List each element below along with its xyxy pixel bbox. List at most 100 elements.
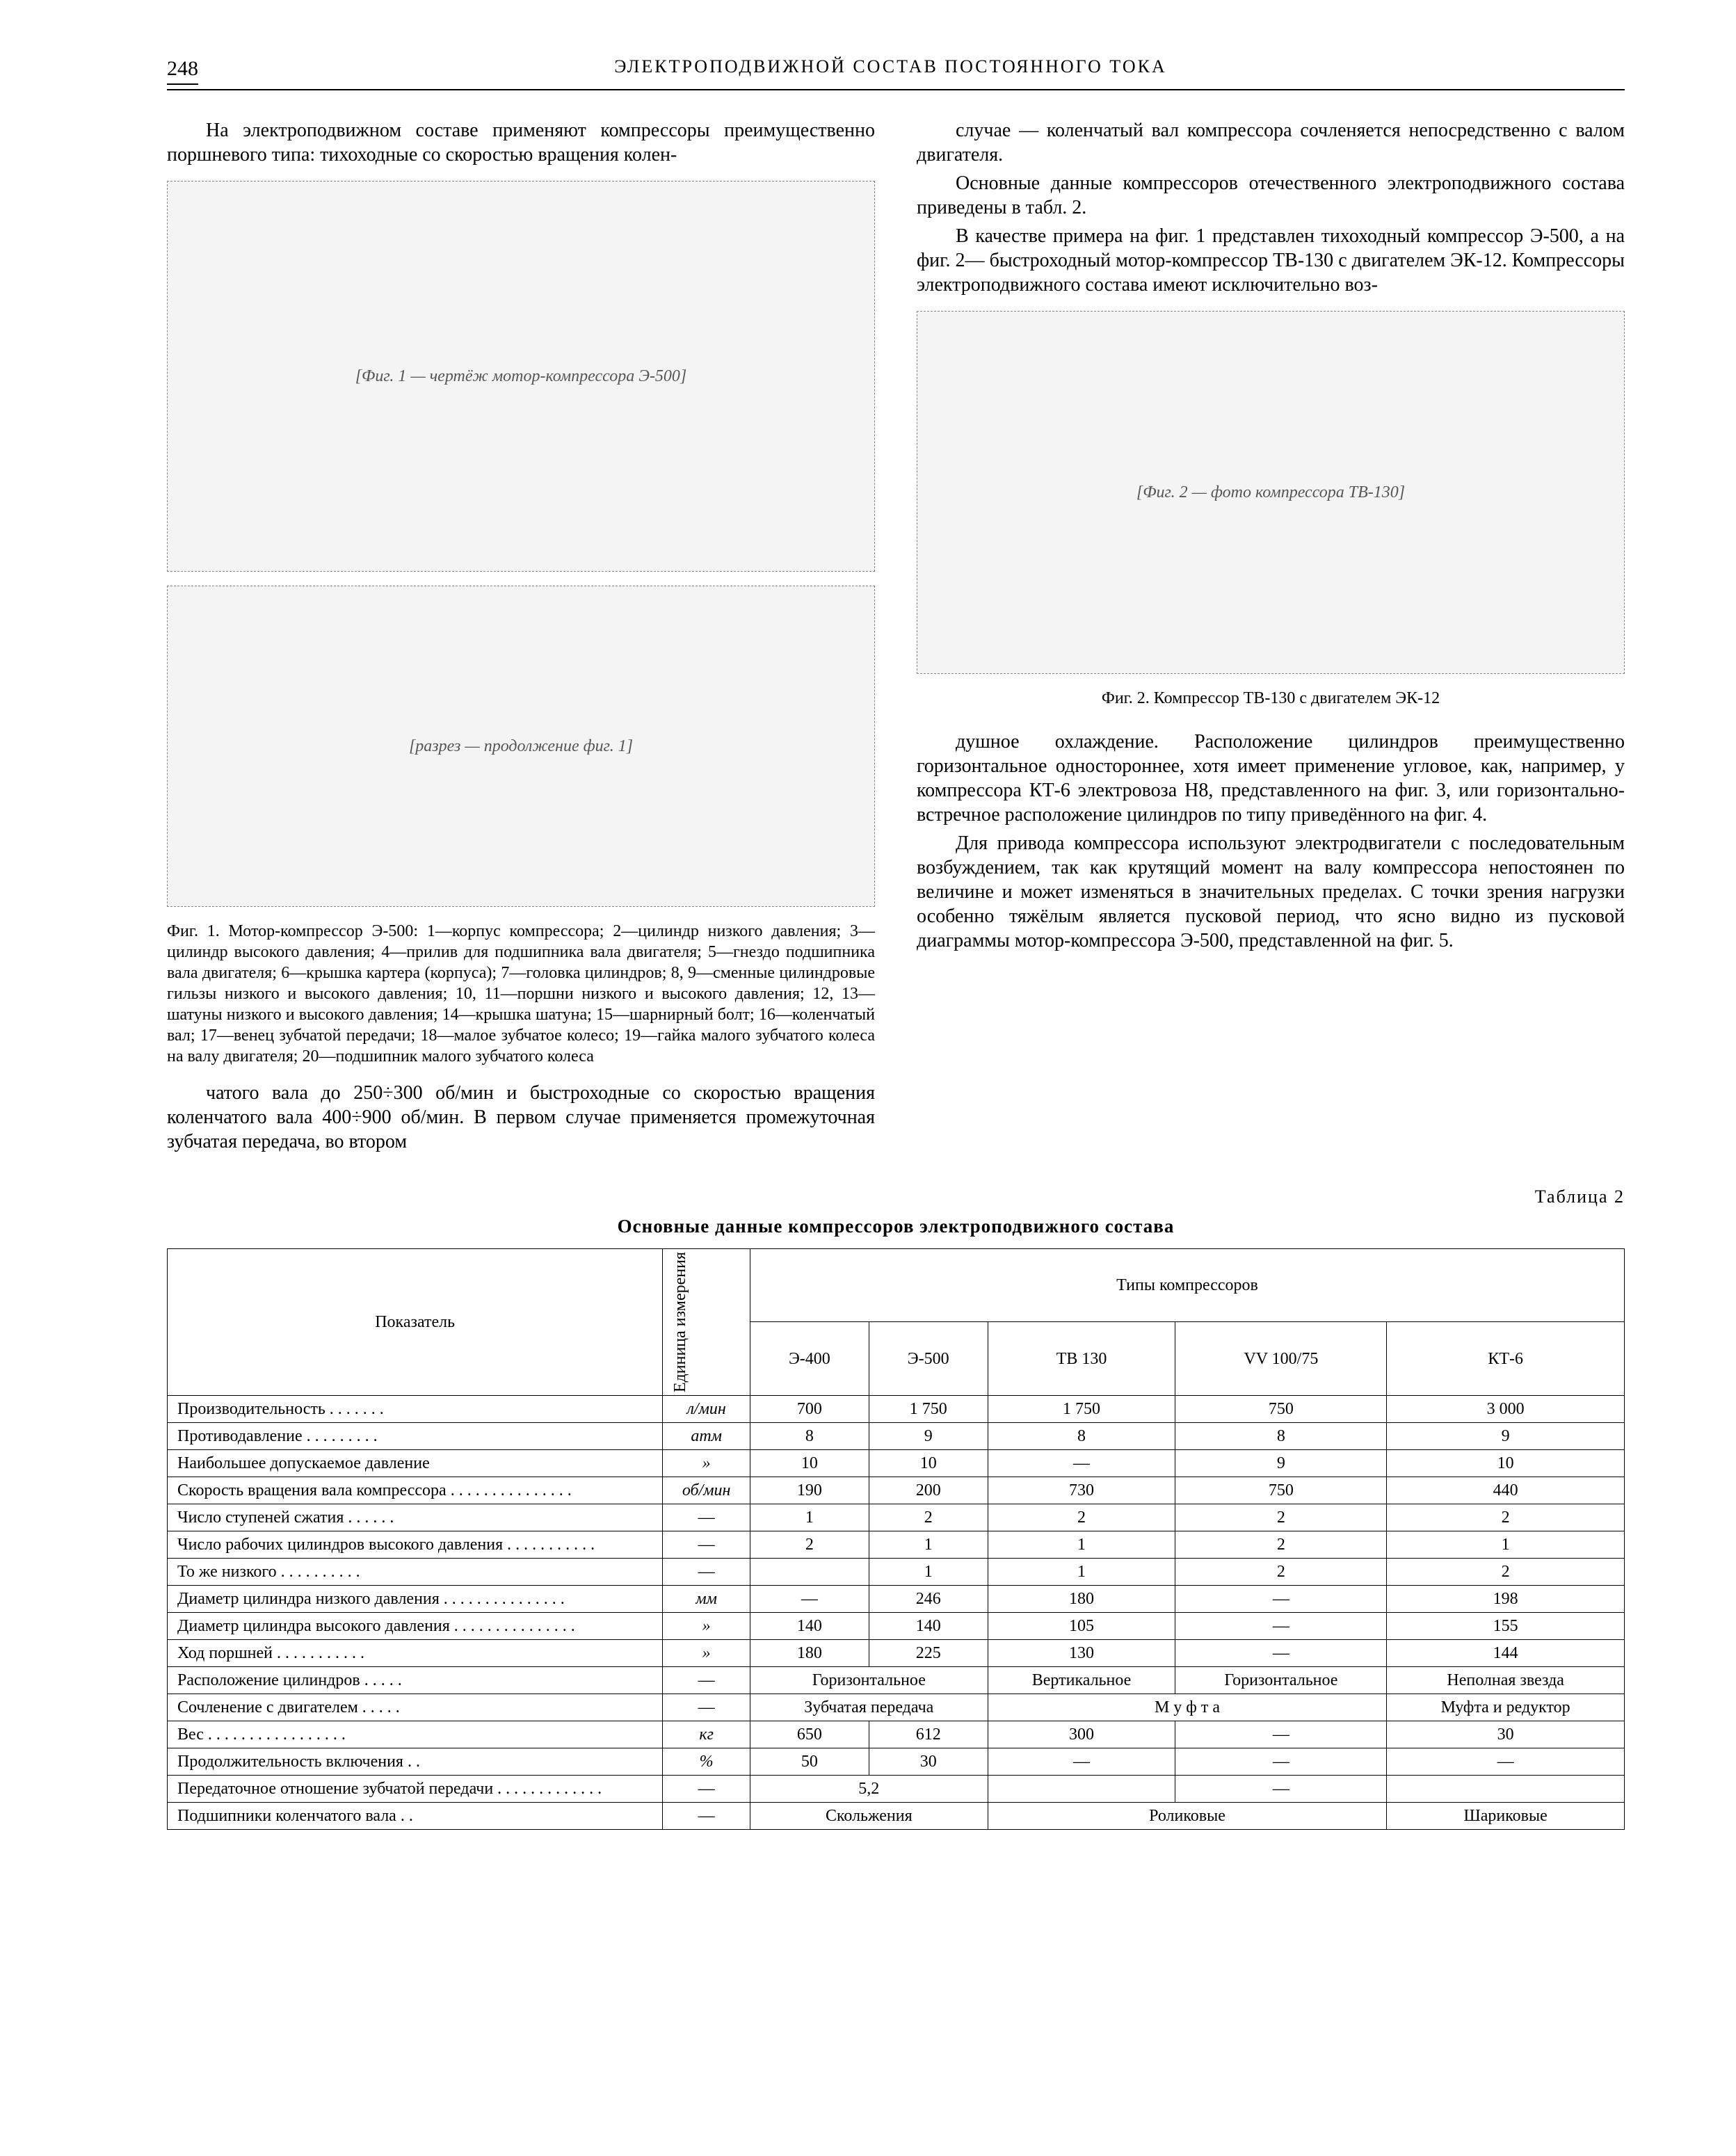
- table-row: То же низкого . . . . . . . . . .—1122: [168, 1558, 1625, 1585]
- row-val: —: [1175, 1721, 1387, 1748]
- row-val: 1: [1387, 1531, 1625, 1558]
- row-label: Вес . . . . . . . . . . . . . . . . .: [168, 1721, 663, 1748]
- th-col-2: ТВ 130: [988, 1322, 1175, 1396]
- row-val: —: [988, 1449, 1175, 1477]
- row-val: Скольжения: [750, 1802, 988, 1829]
- right-para-3: В качестве примера на фиг. 1 представлен…: [917, 224, 1625, 297]
- th-col-0: Э-400: [750, 1322, 869, 1396]
- figure-2: [Фиг. 2 — фото компрессора ТВ-130]: [917, 311, 1625, 674]
- row-label: Противодавление . . . . . . . . .: [168, 1422, 663, 1449]
- table-row: Расположение цилиндров . . . . .—Горизон…: [168, 1666, 1625, 1694]
- table-row: Диаметр цилиндра высокого давления . . .…: [168, 1612, 1625, 1639]
- row-val: [988, 1775, 1175, 1802]
- row-val: 10: [1387, 1449, 1625, 1477]
- th-indicator: Показатель: [168, 1248, 663, 1395]
- body-columns: На электроподвижном составе применяют ко…: [167, 118, 1625, 1158]
- table-row: Наибольшее допускаемое давление»1010—910: [168, 1449, 1625, 1477]
- figure-1-upper: [Фиг. 1 — чертёж мотор-компрессора Э-500…: [167, 181, 875, 572]
- row-unit: мм: [663, 1585, 750, 1612]
- table-row: Диаметр цилиндра низкого давления . . . …: [168, 1585, 1625, 1612]
- row-val: 750: [1175, 1477, 1387, 1504]
- row-val: 140: [750, 1612, 869, 1639]
- row-label: Подшипники коленчатого вала . .: [168, 1802, 663, 1829]
- row-unit: кг: [663, 1721, 750, 1748]
- row-unit: —: [663, 1504, 750, 1531]
- left-para-1: На электроподвижном составе применяют ко…: [167, 118, 875, 167]
- row-val: 8: [750, 1422, 869, 1449]
- row-label: Передаточное отношение зубчатой передачи…: [168, 1775, 663, 1802]
- row-val: 198: [1387, 1585, 1625, 1612]
- table-row: Ход поршней . . . . . . . . . . .»180225…: [168, 1639, 1625, 1666]
- table-row: Продолжительность включения . .%5030———: [168, 1748, 1625, 1775]
- row-val: —: [988, 1748, 1175, 1775]
- row-val: 1: [988, 1558, 1175, 1585]
- row-val: —: [1175, 1612, 1387, 1639]
- row-val: —: [1175, 1585, 1387, 1612]
- left-column: На электроподвижном составе применяют ко…: [167, 118, 875, 1158]
- row-val: 10: [869, 1449, 988, 1477]
- row-val: 2: [750, 1531, 869, 1558]
- th-col-4: КТ-6: [1387, 1322, 1625, 1396]
- row-val: [1387, 1775, 1625, 1802]
- row-unit: —: [663, 1531, 750, 1558]
- right-para-1: случае — коленчатый вал компрессора сочл…: [917, 118, 1625, 167]
- row-val: —: [1387, 1748, 1625, 1775]
- th-col-1: Э-500: [869, 1322, 988, 1396]
- right-column: случае — коленчатый вал компрессора сочл…: [917, 118, 1625, 1158]
- row-val: 650: [750, 1721, 869, 1748]
- row-val: 8: [1175, 1422, 1387, 1449]
- table-label: Таблица 2: [167, 1186, 1625, 1209]
- row-val: 730: [988, 1477, 1175, 1504]
- table-row: Число ступеней сжатия . . . . . .—12222: [168, 1504, 1625, 1531]
- row-label: Скорость вращения вала компрессора . . .…: [168, 1477, 663, 1504]
- row-val: 300: [988, 1721, 1175, 1748]
- row-val: 2: [869, 1504, 988, 1531]
- row-val: 1 750: [869, 1395, 988, 1422]
- row-val: 2: [1175, 1558, 1387, 1585]
- row-unit: —: [663, 1666, 750, 1694]
- table-row: Подшипники коленчатого вала . .—Скольжен…: [168, 1802, 1625, 1829]
- table-caption: Основные данные компрессоров электроподв…: [167, 1215, 1625, 1239]
- row-val: 9: [1387, 1422, 1625, 1449]
- table-row: Передаточное отношение зубчатой передачи…: [168, 1775, 1625, 1802]
- row-unit: —: [663, 1558, 750, 1585]
- figure-1-caption: Фиг. 1. Мотор-компрессор Э-500: 1—корпус…: [167, 921, 875, 1067]
- row-val: Муфта и редуктор: [1387, 1694, 1625, 1721]
- row-val: 1: [869, 1531, 988, 1558]
- row-unit: —: [663, 1775, 750, 1802]
- row-val: 144: [1387, 1639, 1625, 1666]
- row-val: Зубчатая передача: [750, 1694, 988, 1721]
- row-val: 155: [1387, 1612, 1625, 1639]
- row-val: —: [750, 1585, 869, 1612]
- row-val: 130: [988, 1639, 1175, 1666]
- th-col-3: VV 100/75: [1175, 1322, 1387, 1396]
- row-val: 2: [1387, 1558, 1625, 1585]
- row-label: Ход поршней . . . . . . . . . . .: [168, 1639, 663, 1666]
- th-unit: Единица измерения: [663, 1248, 750, 1395]
- figure-1-lower: [разрез — продолжение фиг. 1]: [167, 586, 875, 907]
- row-val: 246: [869, 1585, 988, 1612]
- row-val: 2: [1387, 1504, 1625, 1531]
- row-unit: об/мин: [663, 1477, 750, 1504]
- table-row: Вес . . . . . . . . . . . . . . . . .кг6…: [168, 1721, 1625, 1748]
- th-types: Типы компрессоров: [750, 1248, 1624, 1322]
- row-val: —: [1175, 1748, 1387, 1775]
- row-val: 612: [869, 1721, 988, 1748]
- row-val: 1: [750, 1504, 869, 1531]
- right-para-5: Для привода компрессора используют элект…: [917, 831, 1625, 953]
- row-unit: атм: [663, 1422, 750, 1449]
- right-para-2: Основные данные компрессоров отечественн…: [917, 171, 1625, 220]
- row-val: 440: [1387, 1477, 1625, 1504]
- row-val: 105: [988, 1612, 1175, 1639]
- row-val: 750: [1175, 1395, 1387, 1422]
- row-unit: »: [663, 1639, 750, 1666]
- row-val: 30: [869, 1748, 988, 1775]
- row-val: 50: [750, 1748, 869, 1775]
- row-val: [750, 1558, 869, 1585]
- row-val: М у ф т а: [988, 1694, 1387, 1721]
- row-val: Горизонтальное: [1175, 1666, 1387, 1694]
- row-val: 200: [869, 1477, 988, 1504]
- running-title: ЭЛЕКТРОПОДВИЖНОЙ СОСТАВ ПОСТОЯННОГО ТОКА: [198, 56, 1583, 85]
- row-label: Число рабочих цилиндров высокого давлени…: [168, 1531, 663, 1558]
- row-val: 140: [869, 1612, 988, 1639]
